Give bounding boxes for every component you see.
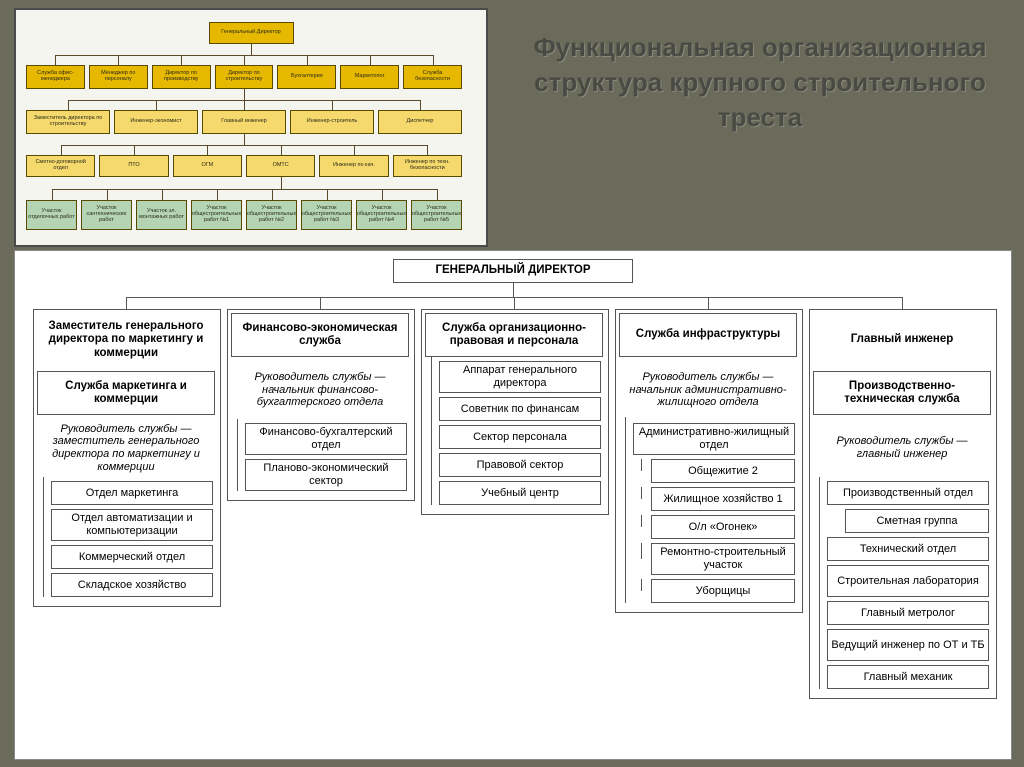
thumb-node: Участок общестроительных работ №1 bbox=[191, 200, 242, 230]
dept-box: Правовой сектор bbox=[439, 453, 601, 477]
dept-box: Ремонтно-строительный участок bbox=[651, 543, 795, 575]
dept-box: Отдел автоматизации и компьютеризации bbox=[51, 509, 213, 541]
service-desc: Руководитель службы — начальник финансов… bbox=[231, 361, 409, 419]
root-box: ГЕНЕРАЛЬНЫЙ ДИРЕКТОР bbox=[393, 259, 633, 283]
thumb-node: Инженер по техн. безопасности bbox=[393, 155, 462, 177]
dept-box: Советник по финансам bbox=[439, 397, 601, 421]
thumb-node: Диспетчер bbox=[378, 110, 462, 134]
thumb-node: ОМТС bbox=[246, 155, 315, 177]
dept-box: Финансово-бухгалтерский отдел bbox=[245, 423, 407, 455]
thumb-node: ПТО bbox=[99, 155, 168, 177]
thumb-node: Бухгалтерия bbox=[277, 65, 336, 89]
dept-box: О/л «Огонек» bbox=[651, 515, 795, 539]
thumb-node: Участок общестроительных работ №3 bbox=[301, 200, 352, 230]
dept-box: Уборщицы bbox=[651, 579, 795, 603]
dept-box: Коммерческий отдел bbox=[51, 545, 213, 569]
thumb-node: Участок общестроительных работ №5 bbox=[411, 200, 462, 230]
dept-box: Планово-экономический сектор bbox=[245, 459, 407, 491]
thumb-node: Инженер по кач. bbox=[319, 155, 388, 177]
dept-box: Производственный отдел bbox=[827, 481, 989, 505]
dept-box: Строительная лаборатория bbox=[827, 565, 989, 597]
thumb-node: Главный инженер bbox=[202, 110, 286, 134]
thumb-node: Менеджер по персоналу bbox=[89, 65, 148, 89]
dept-box: Сектор персонала bbox=[439, 425, 601, 449]
dept-box: Учебный центр bbox=[439, 481, 601, 505]
service-title: Служба инфраструктуры bbox=[619, 313, 797, 357]
dept-box: Административно-жилищный отдел bbox=[633, 423, 795, 455]
thumb-node: Участок общестроительных работ №2 bbox=[246, 200, 297, 230]
column-head: Главный инженер bbox=[813, 313, 991, 367]
thumb-node: Заместитель директора по строительству bbox=[26, 110, 110, 134]
dept-box: Технический отдел bbox=[827, 537, 989, 561]
dept-box: Общежитие 2 bbox=[651, 459, 795, 483]
dept-box: Складское хозяйство bbox=[51, 573, 213, 597]
dept-box: Жилищное хозяйство 1 bbox=[651, 487, 795, 511]
service-desc: Руководитель службы — главный инженер bbox=[813, 419, 991, 477]
column-head: Заместитель генерального директора по ма… bbox=[37, 313, 215, 367]
thumb-node: Директор по строительству bbox=[215, 65, 274, 89]
service-desc: Руководитель службы — начальник админист… bbox=[619, 361, 797, 419]
thumb-node: Инженер-экономист bbox=[114, 110, 198, 134]
dept-box: Главный метролог bbox=[827, 601, 989, 625]
thumb-node: Служба безопасности bbox=[403, 65, 462, 89]
thumb-node: Служба офис-менеджера bbox=[26, 65, 85, 89]
service-title: Служба организационно-правовая и персона… bbox=[425, 313, 603, 357]
dept-box: Ведущий инженер по ОТ и ТБ bbox=[827, 629, 989, 661]
dept-box: Сметная группа bbox=[845, 509, 989, 533]
service-title: Служба маркетинга и коммерции bbox=[37, 371, 215, 415]
thumb-node: Инженер-строитель bbox=[290, 110, 374, 134]
thumb-node: Сметно-договорной отдел bbox=[26, 155, 95, 177]
thumb-node: ОГМ bbox=[173, 155, 242, 177]
service-title: Производственно-техническая служба bbox=[813, 371, 991, 415]
thumb-node: Маркетолог bbox=[340, 65, 399, 89]
dept-box: Главный механик bbox=[827, 665, 989, 689]
service-desc: Руководитель службы — заместитель генера… bbox=[37, 419, 215, 477]
thumb-node: Участок общестроительных работ №4 bbox=[356, 200, 407, 230]
thumb-node: Генеральный Директор bbox=[209, 22, 294, 44]
thumb-node: Директор по производству bbox=[152, 65, 211, 89]
thumb-node: Участок отделочных работ bbox=[26, 200, 77, 230]
service-title: Финансово-экономическая служба bbox=[231, 313, 409, 357]
thumb-node: Участок эл. монтажных работ bbox=[136, 200, 187, 230]
main-org-chart: ГЕНЕРАЛЬНЫЙ ДИРЕКТОР Заместитель генераль… bbox=[14, 250, 1012, 760]
thumb-node: Участок сантехнических работ bbox=[81, 200, 132, 230]
slide-title: Функциональная организационная структура… bbox=[520, 30, 1000, 135]
thumbnail-org-chart: Генеральный Директор Служба офис-менеджер… bbox=[14, 8, 488, 247]
dept-box: Отдел маркетинга bbox=[51, 481, 213, 505]
dept-box: Аппарат генерального директора bbox=[439, 361, 601, 393]
